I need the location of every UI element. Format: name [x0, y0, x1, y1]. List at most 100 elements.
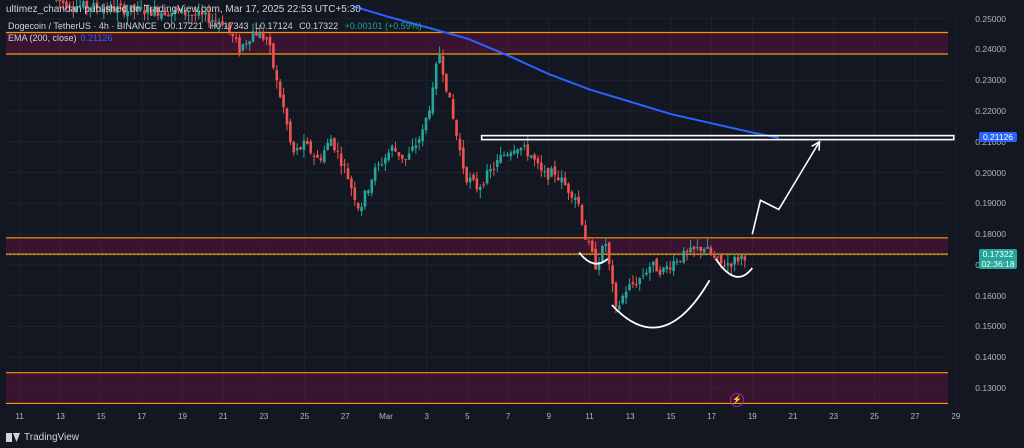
candle-body	[251, 31, 255, 42]
candle-body	[61, 0, 65, 3]
indicator-value: 0.21126	[80, 33, 113, 43]
candle-body	[166, 14, 170, 17]
candle-body	[82, 1, 85, 8]
candle-body	[295, 147, 299, 151]
candle-body	[292, 141, 296, 153]
indicator-label[interactable]: EMA (200, close)	[8, 33, 77, 43]
candle-body	[563, 177, 567, 185]
candle-body	[329, 138, 333, 147]
candle-body	[529, 155, 533, 158]
candle-body	[638, 278, 641, 285]
candle-body	[350, 178, 353, 189]
symbol-legend[interactable]: Dogecoin / TetherUS · 4h · BINANCE O0.17…	[8, 21, 426, 31]
candle-body	[68, 6, 72, 8]
candle-body	[468, 177, 472, 183]
x-tick-label: 17	[137, 412, 147, 421]
candle-body	[319, 157, 323, 161]
candle-body	[472, 174, 475, 180]
candle-body	[289, 121, 292, 143]
ema-price-badge: 0.21126	[979, 131, 1017, 142]
candle-body	[92, 3, 95, 11]
candle-body	[679, 260, 682, 262]
candle-body	[353, 187, 357, 201]
last-price-value: 0.17322	[982, 249, 1014, 259]
x-tick-label: 5	[465, 412, 470, 421]
x-tick-label: 27	[340, 412, 350, 421]
x-tick-label: 13	[625, 412, 635, 421]
candle-body	[116, 6, 119, 14]
candle-body	[495, 159, 499, 168]
x-tick-label: 9	[546, 412, 552, 421]
candle-body	[417, 139, 421, 144]
candle-body	[607, 242, 611, 264]
candle-body	[560, 177, 563, 183]
candle-body	[465, 167, 469, 183]
candle-body	[641, 275, 645, 277]
candle-body	[360, 206, 363, 212]
candle-body	[536, 158, 540, 164]
ohlc-low: L0.17124	[255, 21, 293, 31]
candle-body	[88, 8, 92, 10]
candle-body	[312, 155, 316, 157]
candle-body	[709, 247, 713, 256]
candle-body	[339, 153, 343, 167]
candle-body	[336, 150, 340, 152]
ema-200-line	[353, 5, 779, 139]
candle-body	[367, 190, 370, 194]
candle-body	[523, 145, 526, 147]
candle-body	[322, 150, 326, 162]
candle-body	[109, 4, 112, 11]
candle-body	[448, 92, 452, 98]
x-tick-label: 27	[910, 412, 920, 421]
candle-body	[78, 5, 82, 7]
head-curve	[611, 279, 711, 329]
y-tick-label: 0.20000	[975, 167, 1006, 178]
candle-body	[485, 170, 489, 184]
candle-body	[451, 99, 455, 119]
candle-body	[580, 204, 584, 225]
candle-body	[282, 94, 285, 108]
candle-body	[729, 263, 733, 267]
footer-brand[interactable]: TradingView	[6, 432, 79, 443]
candle-body	[570, 191, 574, 198]
candle-body	[475, 178, 479, 190]
candle-body	[685, 251, 689, 253]
candle-body	[133, 4, 136, 11]
candle-body	[370, 179, 374, 193]
candle-body	[682, 250, 686, 263]
candle-body	[601, 246, 604, 263]
candle-body	[587, 241, 591, 243]
candle-body	[139, 7, 143, 9]
indicator-legend[interactable]: EMA (200, close) 0.21126	[8, 33, 112, 43]
y-tick-label: 0.15000	[975, 321, 1006, 332]
candle-body	[421, 129, 424, 142]
candle-body	[102, 8, 106, 14]
y-tick-label: 0.25000	[975, 13, 1006, 24]
candle-body	[550, 168, 553, 177]
candle-body	[733, 256, 736, 265]
candle-body	[156, 7, 160, 17]
y-tick-label: 0.16000	[975, 290, 1006, 301]
candle-body	[255, 31, 258, 36]
candle-body	[390, 145, 394, 151]
candle-body	[214, 20, 218, 22]
candle-body	[624, 291, 628, 299]
candle-body	[672, 261, 675, 272]
x-tick-label: 29	[951, 412, 961, 421]
candle-body	[546, 168, 550, 180]
candle-body	[58, 0, 62, 1]
candle-body	[275, 70, 279, 81]
candle-body	[146, 6, 150, 14]
supply-demand-zone	[6, 237, 948, 255]
candle-body	[200, 11, 204, 15]
symbol-name[interactable]: Dogecoin / TetherUS · 4h · BINANCE	[8, 21, 157, 31]
candle-body	[119, 3, 123, 6]
candle-body	[384, 157, 387, 164]
candle-body	[553, 166, 557, 175]
candle-body	[268, 36, 272, 46]
candle-body	[75, 5, 78, 12]
candle-body	[183, 10, 187, 16]
lightning-icon[interactable]: ⚡	[730, 393, 744, 407]
